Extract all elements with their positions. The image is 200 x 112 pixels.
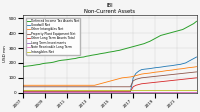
Goodwill Net xyxy=(195,56,198,58)
Note Receivable Long Term xyxy=(93,92,96,93)
Deferred Income Tax Assets Net xyxy=(93,54,96,55)
Goodwill Net xyxy=(44,91,46,93)
Legend: Deferred Income Tax Assets Net, Goodwill Net, Other Intangibles Net, Property Pl: Deferred Income Tax Assets Net, Goodwill… xyxy=(26,18,80,55)
Goodwill Net xyxy=(22,91,24,93)
Long Term Investments xyxy=(22,91,24,93)
Other Long Term Assets Total xyxy=(195,77,198,79)
Note Receivable Long Term xyxy=(44,92,46,93)
Property Plant Equipment Net xyxy=(135,79,137,80)
Property Plant Equipment Net xyxy=(107,86,110,87)
Title: IBI
Non-Current Assets: IBI Non-Current Assets xyxy=(84,3,135,14)
Long Term Investments xyxy=(107,91,110,93)
Goodwill Net xyxy=(132,77,134,79)
Goodwill Net xyxy=(135,73,137,74)
Other Long Term Assets Total xyxy=(135,85,137,86)
Deferred Income Tax Assets Net xyxy=(135,45,137,46)
Line: Other Long Term Assets Total: Other Long Term Assets Total xyxy=(23,78,197,91)
Line: Goodwill Net: Goodwill Net xyxy=(23,57,197,92)
Property Plant Equipment Net xyxy=(132,80,134,82)
Deferred Income Tax Assets Net xyxy=(195,21,198,22)
Intangibles Net xyxy=(93,89,96,90)
Line: Other Intangibles Net: Other Intangibles Net xyxy=(23,67,197,85)
Y-axis label: USD mn: USD mn xyxy=(3,46,7,62)
Other Long Term Assets Total xyxy=(22,91,24,92)
Property Plant Equipment Net xyxy=(93,86,96,87)
Deferred Income Tax Assets Net xyxy=(22,66,24,67)
Other Intangibles Net xyxy=(135,75,137,76)
Note Receivable Long Term xyxy=(22,92,24,93)
Intangibles Net xyxy=(195,89,198,90)
Intangibles Net xyxy=(44,89,46,90)
Intangibles Net xyxy=(107,89,110,90)
Other Intangibles Net xyxy=(44,85,46,86)
Line: Property Plant Equipment Net: Property Plant Equipment Net xyxy=(23,72,197,87)
Other Long Term Assets Total xyxy=(93,91,96,92)
Note Receivable Long Term xyxy=(118,92,121,93)
Deferred Income Tax Assets Net xyxy=(118,50,121,51)
Other Intangibles Net xyxy=(93,85,96,86)
Intangibles Net xyxy=(132,89,134,90)
Intangibles Net xyxy=(135,89,137,90)
Other Intangibles Net xyxy=(195,66,198,67)
Other Long Term Assets Total xyxy=(44,91,46,92)
Deferred Income Tax Assets Net xyxy=(44,63,46,64)
Other Long Term Assets Total xyxy=(118,91,121,92)
Deferred Income Tax Assets Net xyxy=(132,46,134,47)
Long Term Investments xyxy=(132,91,134,93)
Other Intangibles Net xyxy=(107,81,110,82)
Intangibles Net xyxy=(22,89,24,90)
Line: Deferred Income Tax Assets Net: Deferred Income Tax Assets Net xyxy=(23,21,197,67)
Long Term Investments xyxy=(118,91,121,93)
Other Long Term Assets Total xyxy=(132,86,134,87)
Note Receivable Long Term xyxy=(132,92,134,93)
Long Term Investments xyxy=(135,91,137,93)
Goodwill Net xyxy=(93,91,96,93)
Other Long Term Assets Total xyxy=(107,91,110,92)
Property Plant Equipment Net xyxy=(22,86,24,87)
Long Term Investments xyxy=(44,91,46,93)
Note Receivable Long Term xyxy=(195,92,198,93)
Note Receivable Long Term xyxy=(107,92,110,93)
Other Intangibles Net xyxy=(132,76,134,77)
Property Plant Equipment Net xyxy=(44,86,46,87)
Other Intangibles Net xyxy=(22,85,24,86)
Long Term Investments xyxy=(93,91,96,93)
Goodwill Net xyxy=(118,91,121,93)
Other Intangibles Net xyxy=(118,78,121,79)
Note Receivable Long Term xyxy=(135,92,137,93)
Intangibles Net xyxy=(118,89,121,90)
Long Term Investments xyxy=(195,91,198,93)
Property Plant Equipment Net xyxy=(195,71,198,73)
Deferred Income Tax Assets Net xyxy=(107,52,110,53)
Goodwill Net xyxy=(107,91,110,93)
Property Plant Equipment Net xyxy=(118,86,121,87)
